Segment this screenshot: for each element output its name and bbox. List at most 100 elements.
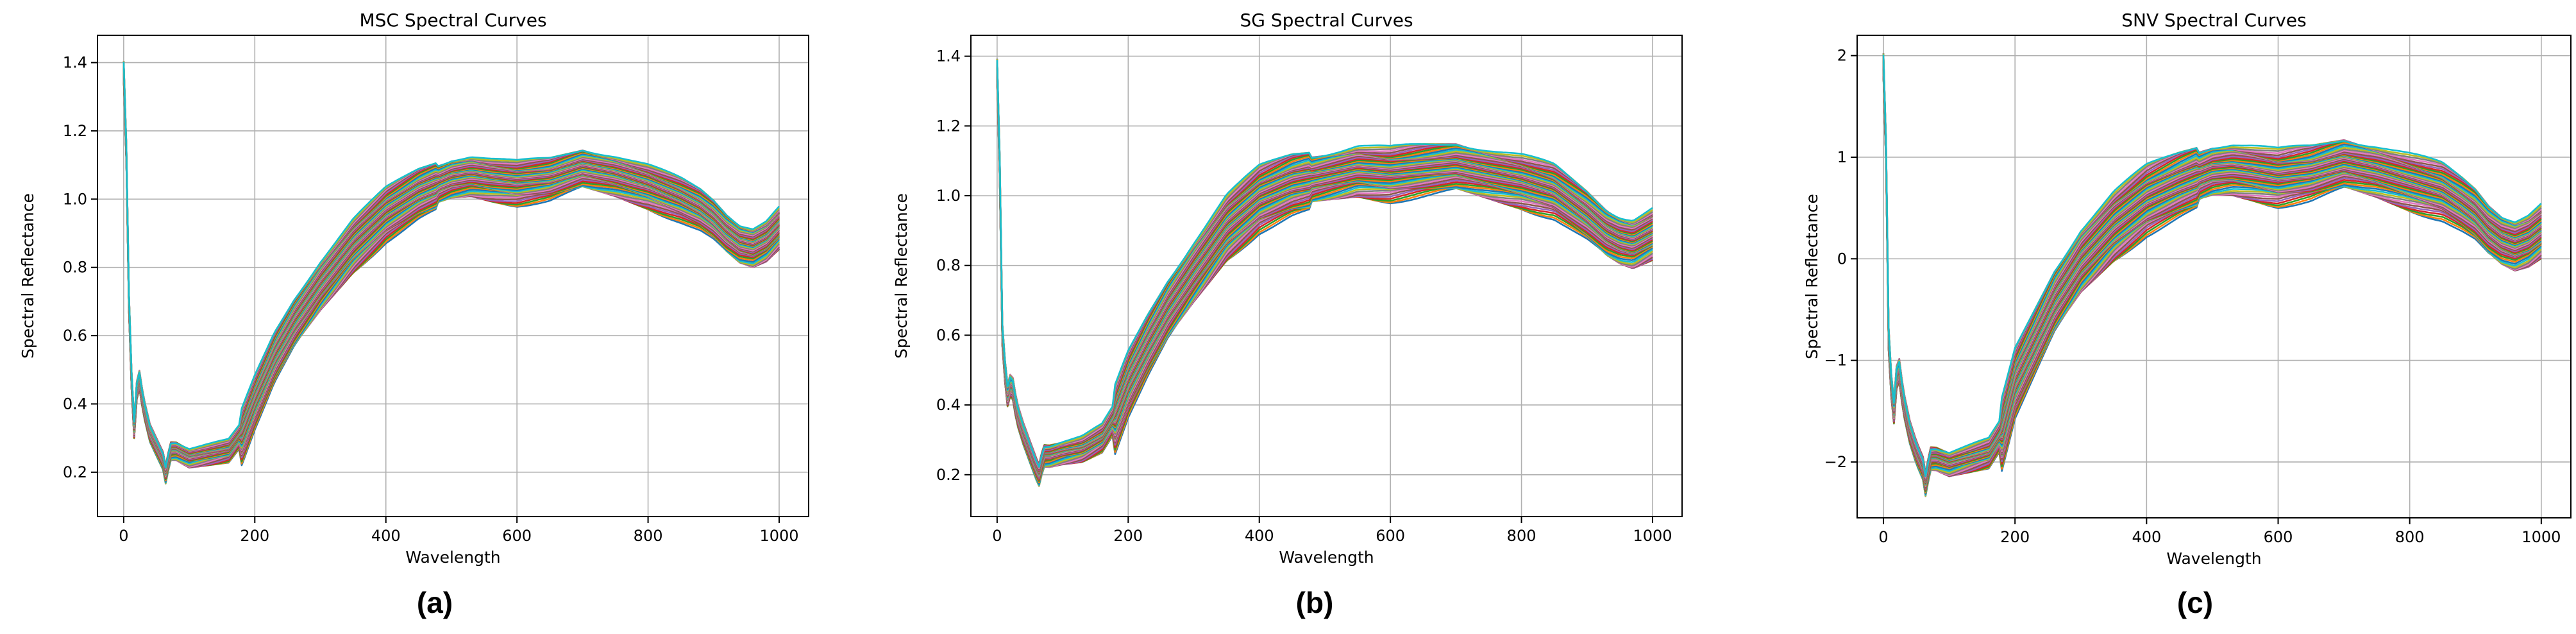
y-tick-label: 0.8 — [936, 257, 961, 275]
spectral-curve — [122, 80, 780, 481]
spectral-curve — [122, 72, 780, 476]
spectral-curve — [1882, 62, 2542, 479]
spectral-curve — [1882, 66, 2542, 484]
spectral-curve — [122, 76, 780, 484]
y-tick-label: 0.4 — [936, 396, 961, 414]
spectral-curve — [996, 73, 1653, 479]
spectral-curve — [1882, 53, 2542, 477]
spectral-curve — [1882, 62, 2542, 480]
spectral-curve — [996, 71, 1653, 476]
y-tick-label: 1.4 — [63, 54, 87, 72]
spectral-curve — [122, 72, 780, 478]
panel-label-b: (b) — [1295, 586, 1334, 619]
spectral-curve — [122, 67, 780, 472]
spectral-curve — [122, 71, 780, 475]
spectral-curve — [996, 77, 1653, 486]
y-axis-label: Spectral Reflectance — [1803, 194, 1821, 359]
grid — [97, 35, 809, 517]
spectral-curve — [996, 78, 1653, 487]
y-tick-label: 1.2 — [63, 122, 87, 140]
spectral-curve — [122, 61, 780, 468]
spectral-curve — [996, 79, 1653, 486]
spectral-curve — [996, 71, 1653, 475]
spectral-curve — [996, 67, 1653, 472]
spectral-curves — [996, 58, 1653, 487]
y-axis-label: Spectral Reflectance — [19, 193, 37, 359]
spectral-curve — [996, 76, 1653, 478]
y-tick-label: 0.8 — [63, 259, 87, 277]
spectral-curve — [1882, 67, 2542, 487]
spectral-curve — [122, 67, 780, 472]
spectral-curve — [122, 66, 780, 468]
spectral-curve — [122, 73, 780, 477]
spectral-curve — [122, 69, 780, 474]
spectral-curve — [996, 79, 1653, 484]
panel-sg: 0 200 400 600 800 1000 0.2 0.4 0.6 0.8 1.0 1.2 1.4 SG… — [892, 10, 1683, 567]
spectral-curve — [122, 77, 780, 481]
spectral-curve — [1882, 53, 2542, 477]
spectral-curve — [996, 67, 1653, 473]
y-tick-label: 0.4 — [63, 395, 87, 413]
spectral-curve — [122, 76, 780, 483]
spectral-curve — [1882, 63, 2542, 483]
spectral-curve — [1882, 74, 2542, 497]
spectral-curve — [996, 72, 1653, 476]
x-axis-label: Wavelength — [405, 548, 500, 567]
x-axis-label: Wavelength — [1279, 548, 1374, 567]
spectral-curve — [122, 78, 780, 481]
spectral-curve — [1882, 61, 2542, 482]
spectral-curve — [996, 72, 1653, 476]
x-tick-label: 0 — [1878, 528, 1888, 546]
spectral-curve — [122, 77, 780, 484]
spectral-curve — [1882, 73, 2542, 497]
y-tick-label: 1.4 — [936, 47, 961, 65]
spectral-curve — [122, 65, 780, 467]
y-tick-label: 0 — [1837, 250, 1847, 268]
spectral-curve — [1882, 62, 2542, 481]
plot-frame — [1856, 35, 2572, 518]
spectral-curve — [122, 75, 780, 484]
spectral-curve — [996, 78, 1653, 484]
spectral-curve — [1882, 65, 2542, 483]
panel-label-a: (a) — [416, 586, 453, 619]
spectral-curve — [122, 69, 780, 474]
spectral-curve — [1882, 76, 2542, 495]
spectral-curve — [996, 74, 1653, 479]
spectral-curve — [996, 70, 1653, 475]
spectral-curve — [1882, 68, 2542, 489]
spectral-curve — [122, 67, 780, 472]
spectral-curve — [996, 78, 1653, 479]
spectral-curve — [996, 69, 1653, 474]
spectral-curve — [122, 72, 780, 477]
spectral-curve — [1882, 66, 2542, 485]
y-tick-label: 0.6 — [63, 327, 87, 345]
spectral-curve — [996, 77, 1653, 486]
spectral-curve — [996, 63, 1653, 465]
spectral-curve — [1882, 68, 2542, 489]
spectral-curve — [122, 78, 780, 484]
spectral-curve — [1882, 75, 2542, 491]
spectral-curve — [122, 72, 780, 478]
x-tick-label: 600 — [502, 527, 532, 545]
y-axis-label: Spectral Reflectance — [892, 193, 911, 359]
spectral-curve — [996, 73, 1653, 477]
spectral-curves — [122, 61, 780, 484]
spectral-curve — [1882, 76, 2542, 492]
y-tick-label: 0.6 — [936, 326, 961, 344]
spectral-curve — [1882, 60, 2542, 476]
spectral-curve — [1882, 74, 2542, 490]
spectral-curve — [1882, 73, 2542, 488]
spectral-curve — [122, 76, 780, 484]
spectral-curve — [122, 78, 780, 483]
x-tick-label: 0 — [119, 527, 128, 545]
spectral-curve — [1882, 62, 2542, 482]
spectral-curve — [122, 72, 780, 477]
spectral-curve — [1882, 69, 2542, 489]
spectral-curve — [122, 67, 780, 471]
spectral-curve — [1882, 73, 2542, 497]
spectral-curve — [996, 73, 1653, 478]
spectral-curve — [122, 64, 780, 467]
spectral-curve — [996, 60, 1653, 468]
spectral-curves — [1882, 53, 2542, 497]
